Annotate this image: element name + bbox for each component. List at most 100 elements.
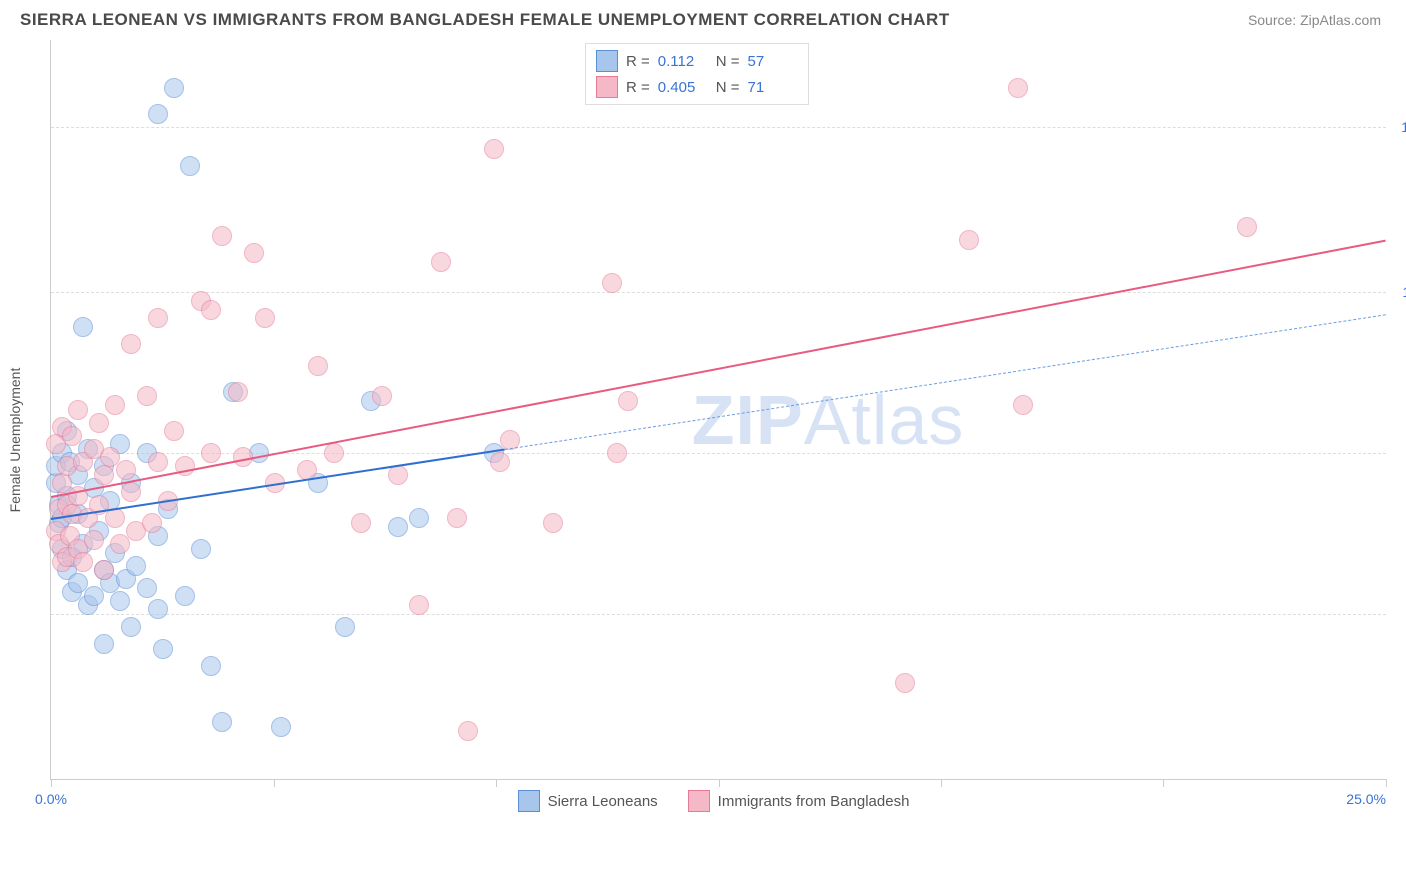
data-point: [84, 530, 104, 550]
x-tick: [941, 779, 942, 787]
source-label: Source: ZipAtlas.com: [1248, 12, 1381, 28]
data-point: [105, 395, 125, 415]
chart-title: SIERRA LEONEAN VS IMMIGRANTS FROM BANGLA…: [20, 10, 950, 30]
legend-n-value: 71: [748, 79, 798, 96]
legend-n-label: N =: [716, 79, 740, 96]
data-point: [228, 382, 248, 402]
data-point: [324, 443, 344, 463]
data-point: [164, 421, 184, 441]
x-tick: [1386, 779, 1387, 787]
gridline: [51, 127, 1386, 128]
data-point: [212, 226, 232, 246]
legend-swatch: [688, 790, 710, 812]
data-point: [1013, 395, 1033, 415]
legend-r-value: 0.112: [658, 53, 708, 70]
data-point: [84, 586, 104, 606]
data-point: [201, 300, 221, 320]
data-point: [153, 639, 173, 659]
data-point: [409, 508, 429, 528]
watermark-bold: ZIP: [692, 381, 804, 459]
legend-series-label: Immigrants from Bangladesh: [718, 793, 910, 810]
data-point: [201, 656, 221, 676]
data-point: [148, 599, 168, 619]
watermark-light: Atlas: [804, 381, 965, 459]
legend-series-item: Immigrants from Bangladesh: [688, 790, 910, 812]
data-point: [1237, 217, 1257, 237]
data-point: [543, 513, 563, 533]
chart-area: Female Unemployment ZIPAtlas R =0.112N =…: [50, 40, 1386, 840]
y-tick-label: 11.2%: [1402, 284, 1406, 300]
data-point: [447, 508, 467, 528]
x-tick: [274, 779, 275, 787]
data-point: [94, 560, 114, 580]
plot-region: ZIPAtlas R =0.112N =57R =0.405N =71 3.8%…: [50, 40, 1386, 780]
legend-correlation: R = 0.112 N = 57 R = 0.405 N = 71: [585, 43, 809, 105]
y-axis-label: Female Unemployment: [7, 368, 23, 513]
data-point: [431, 252, 451, 272]
watermark: ZIPAtlas: [692, 380, 965, 460]
data-point: [244, 243, 264, 263]
data-point: [94, 465, 114, 485]
data-point: [148, 452, 168, 472]
legend-n-label: N =: [716, 53, 740, 70]
data-point: [62, 426, 82, 446]
data-point: [148, 104, 168, 124]
data-point: [895, 673, 915, 693]
legend-n-value: 57: [748, 53, 798, 70]
data-point: [271, 717, 291, 737]
data-point: [164, 78, 184, 98]
data-point: [409, 595, 429, 615]
data-point: [351, 513, 371, 533]
data-point: [137, 578, 157, 598]
data-point: [959, 230, 979, 250]
x-tick-label: 0.0%: [35, 791, 67, 807]
data-point: [484, 139, 504, 159]
data-point: [618, 391, 638, 411]
legend-row: R = 0.112 N = 57: [596, 48, 798, 74]
data-point: [110, 591, 130, 611]
data-point: [255, 308, 275, 328]
legend-swatch: [518, 790, 540, 812]
data-point: [602, 273, 622, 293]
data-point: [175, 586, 195, 606]
data-point: [148, 308, 168, 328]
data-point: [388, 517, 408, 537]
data-point: [73, 317, 93, 337]
data-point: [73, 552, 93, 572]
data-point: [372, 386, 392, 406]
x-tick: [496, 779, 497, 787]
data-point: [458, 721, 478, 741]
data-point: [335, 617, 355, 637]
x-tick: [1163, 779, 1164, 787]
data-point: [121, 617, 141, 637]
data-point: [110, 534, 130, 554]
data-point: [94, 634, 114, 654]
data-point: [116, 460, 136, 480]
data-point: [121, 334, 141, 354]
legend-r-label: R =: [626, 79, 650, 96]
trend-line: [505, 314, 1386, 450]
data-point: [1008, 78, 1028, 98]
data-point: [212, 712, 232, 732]
gridline: [51, 292, 1386, 293]
data-point: [180, 156, 200, 176]
legend-r-value: 0.405: [658, 79, 708, 96]
legend-swatch: [596, 50, 618, 72]
data-point: [201, 443, 221, 463]
data-point: [191, 539, 211, 559]
data-point: [137, 386, 157, 406]
legend-series: Sierra Leoneans Immigrants from Banglades…: [518, 790, 910, 812]
legend-row: R = 0.405 N = 71: [596, 74, 798, 100]
gridline: [51, 614, 1386, 615]
data-point: [490, 452, 510, 472]
y-tick-label: 15.0%: [1401, 119, 1406, 135]
data-point: [308, 356, 328, 376]
x-tick: [51, 779, 52, 787]
legend-r-label: R =: [626, 53, 650, 70]
legend-series-item: Sierra Leoneans: [518, 790, 658, 812]
legend-swatch: [596, 76, 618, 98]
data-point: [89, 413, 109, 433]
data-point: [68, 400, 88, 420]
x-tick: [719, 779, 720, 787]
data-point: [126, 556, 146, 576]
